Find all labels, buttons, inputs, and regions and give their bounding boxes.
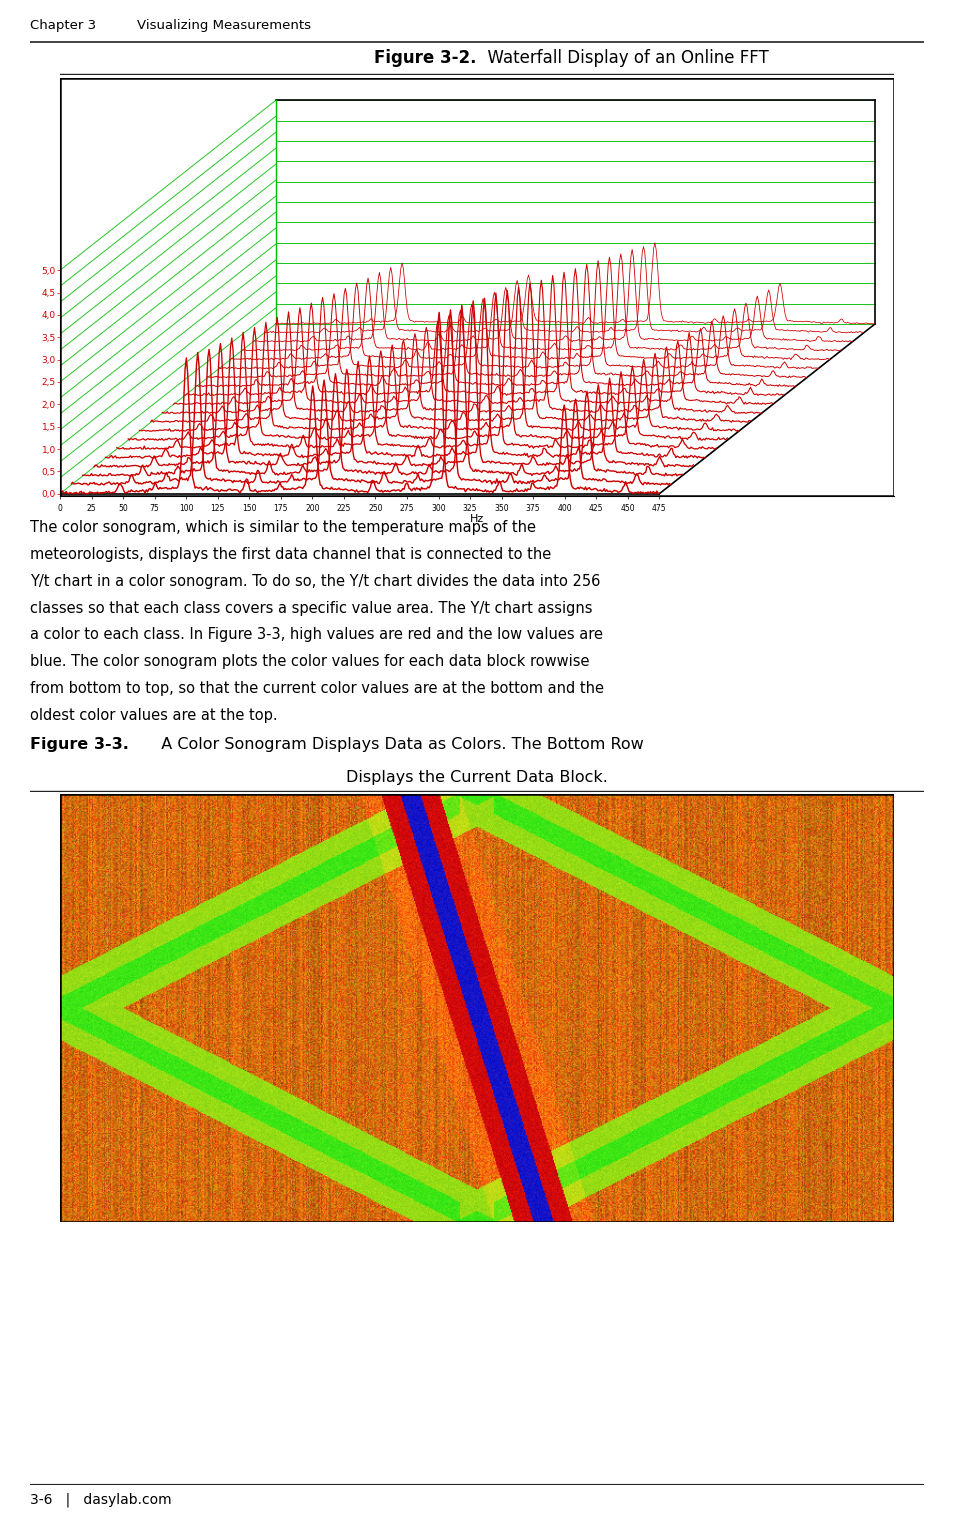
Text: 3-6   |   dasylab.com: 3-6 | dasylab.com bbox=[30, 1493, 172, 1508]
Text: Y/t chart in a color sonogram. To do so, the Y/t chart divides the data into 256: Y/t chart in a color sonogram. To do so,… bbox=[30, 574, 599, 589]
Text: A Color Sonogram Displays Data as Colors. The Bottom Row: A Color Sonogram Displays Data as Colors… bbox=[151, 737, 642, 751]
Text: The color sonogram, which is similar to the temperature maps of the: The color sonogram, which is similar to … bbox=[30, 519, 536, 535]
Text: classes so that each class covers a specific value area. The Y/t chart assigns: classes so that each class covers a spec… bbox=[30, 600, 592, 615]
Text: blue. The color sonogram plots the color values for each data block rowwise: blue. The color sonogram plots the color… bbox=[30, 655, 589, 669]
Text: Visualizing Measurements: Visualizing Measurements bbox=[137, 20, 311, 32]
Text: oldest color values are at the top.: oldest color values are at the top. bbox=[30, 708, 277, 723]
Text: a color to each class. In Figure 3-3, high values are red and the low values are: a color to each class. In Figure 3-3, hi… bbox=[30, 627, 602, 643]
Text: meteorologists, displays the first data channel that is connected to the: meteorologists, displays the first data … bbox=[30, 547, 551, 562]
Text: from bottom to top, so that the current color values are at the bottom and the: from bottom to top, so that the current … bbox=[30, 681, 603, 696]
Text: Waterfall Display of an Online FFT: Waterfall Display of an Online FFT bbox=[476, 49, 768, 67]
Text: Chapter 3: Chapter 3 bbox=[30, 20, 96, 32]
Text: Figure 3-3.: Figure 3-3. bbox=[30, 737, 129, 751]
X-axis label: Hz: Hz bbox=[470, 515, 483, 524]
Text: Displays the Current Data Block.: Displays the Current Data Block. bbox=[346, 771, 607, 784]
Text: Figure 3-2.: Figure 3-2. bbox=[375, 49, 476, 67]
